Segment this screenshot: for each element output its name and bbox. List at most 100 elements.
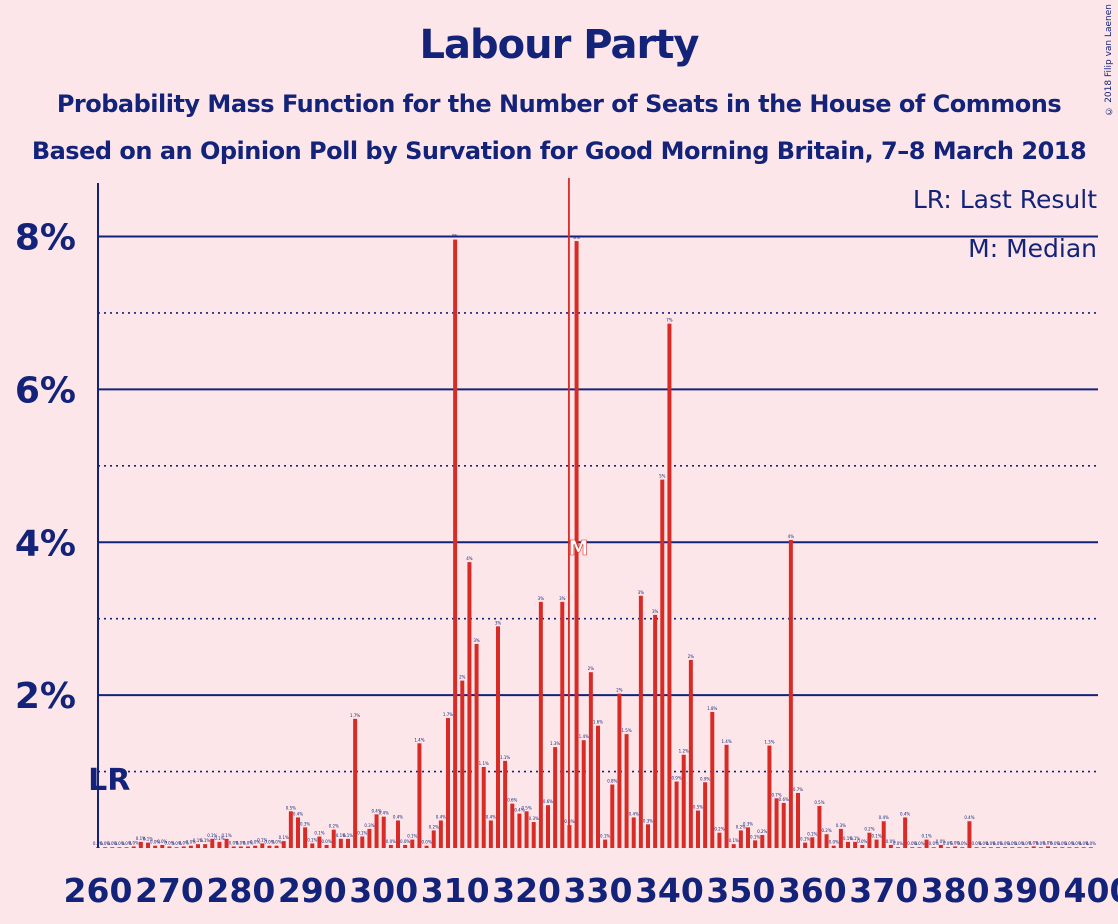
bar-label-395: 0.0% <box>1057 841 1067 846</box>
bar-label-371: 0.0% <box>886 839 896 844</box>
bar-label-327: 8% <box>573 235 580 240</box>
bar-label-281: 0.0% <box>243 840 253 845</box>
bar-322 <box>538 601 543 848</box>
bar-label-302: 0.4% <box>393 814 403 819</box>
bar-label-285: 0.0% <box>271 840 281 845</box>
bar-374 <box>910 847 915 848</box>
bar-290 <box>310 843 315 848</box>
bar-label-368: 0.2% <box>864 827 874 832</box>
bar-label-382: 0.4% <box>964 815 974 820</box>
bar-362 <box>824 834 829 848</box>
bar-label-321: 0.3% <box>529 816 539 821</box>
bar-283 <box>260 843 265 848</box>
bar-346 <box>710 711 715 848</box>
chart-subtitle-2: Based on an Opinion Poll by Survation fo… <box>31 137 1087 165</box>
chart-title: Labour Party <box>419 22 700 68</box>
bar-318 <box>510 803 515 848</box>
bar-331 <box>603 839 608 848</box>
bar-378 <box>938 844 943 848</box>
bar-307 <box>431 830 436 848</box>
bar-label-340: 7% <box>666 318 673 323</box>
bar-label-280: 0.0% <box>236 840 246 845</box>
bar-380 <box>953 846 958 848</box>
bar-label-375: 0.0% <box>914 841 924 846</box>
bar-label-332: 0.8% <box>607 779 617 784</box>
bar-386 <box>996 847 1000 848</box>
bar-label-380: 0.0% <box>950 840 960 845</box>
bar-label-330: 1.6% <box>593 720 603 725</box>
bar-397 <box>1074 847 1079 848</box>
bar-label-344: 0.5% <box>693 805 703 810</box>
x-tick-label: 260 <box>64 871 133 910</box>
bar-label-291: 0.1% <box>314 831 324 836</box>
bar-label-328: 1.4% <box>579 734 589 739</box>
x-tick-label: 330 <box>564 871 633 910</box>
bar-320 <box>524 811 529 848</box>
bar-329 <box>588 672 593 848</box>
bar-label-346: 1.8% <box>707 706 717 711</box>
bar-268 <box>153 845 158 848</box>
bar-399 <box>1088 847 1093 848</box>
bar-label-349: 0.1% <box>729 838 739 843</box>
bar-323 <box>546 805 550 848</box>
bar-363 <box>831 845 836 848</box>
bar-352 <box>753 840 758 848</box>
bar-label-331: 0.1% <box>600 834 610 839</box>
bar-311 <box>460 680 465 848</box>
bar-label-306: 0.0% <box>421 840 431 845</box>
bar-label-299: 0.4% <box>371 808 381 813</box>
bar-359 <box>803 842 808 848</box>
bar-label-279: 0.0% <box>229 840 239 845</box>
bar-333 <box>617 693 622 848</box>
bar-label-388: 0.0% <box>1007 841 1017 846</box>
bar-label-376: 0.1% <box>921 834 931 839</box>
bar-275 <box>203 844 208 848</box>
bar-label-397: 0.0% <box>1071 841 1081 846</box>
bar-label-354: 1.3% <box>764 740 774 745</box>
bar-368 <box>867 832 872 848</box>
bar-label-284: 0.0% <box>264 840 274 845</box>
bar-345 <box>703 782 708 848</box>
x-tick-label: 320 <box>492 871 561 910</box>
bar-label-355: 0.7% <box>771 792 781 797</box>
bar-label-292: 0.0% <box>321 839 331 844</box>
bar-286 <box>281 841 286 848</box>
bar-284 <box>267 845 272 848</box>
bar-280 <box>238 846 243 848</box>
bar-label-309: 1.7% <box>443 712 453 717</box>
bar-334 <box>624 734 629 848</box>
bar-285 <box>274 845 279 848</box>
bar-293 <box>331 829 336 848</box>
bar-label-333: 2% <box>616 688 623 693</box>
bar-317 <box>503 760 508 848</box>
bar-314 <box>481 766 486 848</box>
bar-288 <box>296 817 300 848</box>
bar-294 <box>338 838 343 848</box>
bar-272 <box>181 846 186 848</box>
bar-label-269: 0.0% <box>157 839 167 844</box>
bar-label-358: 0.7% <box>793 787 803 792</box>
bar-label-334: 1.5% <box>621 728 631 733</box>
bar-390 <box>1024 847 1029 848</box>
bar-295 <box>346 838 350 848</box>
bar-label-364: 0.3% <box>836 823 846 828</box>
legend-median: M: Median <box>968 234 1097 263</box>
bar-label-278: 0.1% <box>221 833 231 838</box>
bar-label-268: 0.0% <box>150 840 160 845</box>
bar-label-339: 5% <box>659 474 666 479</box>
bar-label-365: 0.1% <box>843 836 853 841</box>
bar-366 <box>853 841 858 848</box>
bar-label-350: 0.2% <box>736 824 746 829</box>
bar-332 <box>610 784 615 848</box>
bar-label-369: 0.1% <box>871 834 881 839</box>
x-tick-label: 370 <box>849 871 918 910</box>
bar-label-392: 0.0% <box>1036 841 1046 846</box>
bar-label-283: 0.1% <box>257 837 267 842</box>
bar-label-348: 1.4% <box>721 739 731 744</box>
bar-282 <box>253 845 258 848</box>
bar-381 <box>960 847 965 848</box>
bar-label-318: 0.6% <box>507 798 517 803</box>
bar-316 <box>496 626 500 848</box>
bar-label-304: 0.1% <box>407 834 417 839</box>
x-tick-label: 290 <box>278 871 347 910</box>
